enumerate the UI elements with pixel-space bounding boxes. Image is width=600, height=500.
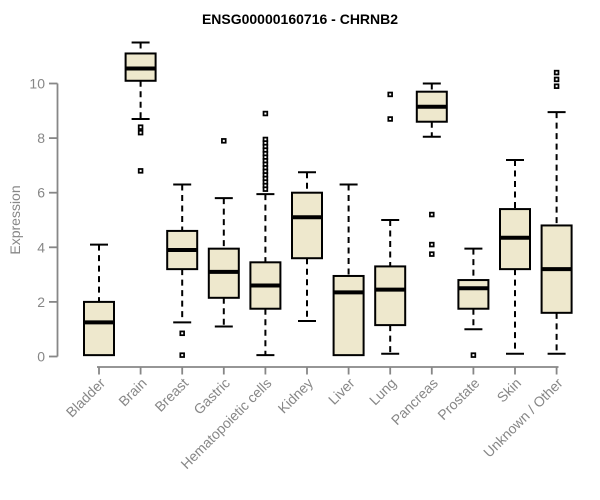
y-tick-label-0: 0 [37,349,45,365]
x-tick-label-unknown-other: Unknown / Other [480,375,566,461]
boxplot-prostate [457,247,490,358]
boxplot-kidney [291,171,323,323]
boxplot-skin [499,158,531,355]
outlier-point-center [264,145,267,148]
y-tick-label-8: 8 [37,130,45,146]
outlier-point-center [555,85,558,88]
box [291,191,323,260]
boxplot-breast [166,183,199,358]
x-tick-label-bladder: Bladder [63,375,109,421]
boxplot-unknown-other [540,69,573,355]
outlier-point-center [139,126,142,129]
box [83,300,115,357]
outlier-point-center [472,354,475,357]
y-tick-label-10: 10 [29,76,45,92]
x-tick-label-skin: Skin [494,375,525,406]
outlier-point-center [181,332,184,335]
box [374,265,407,327]
boxplot-gastric [207,138,240,328]
y-tick-label-2: 2 [37,294,45,310]
outlier-point-center [430,213,433,216]
boxplot-hematopoietic-cells [249,110,282,357]
outlier-point-center [264,138,267,141]
outlier-point-center [139,131,142,134]
outlier-point-center [389,93,392,96]
outlier-point-center [264,166,267,169]
outlier-point-center [264,159,267,162]
outlier-point-center [264,181,267,184]
outlier-point-center [264,170,267,173]
outlier-point-center [555,71,558,74]
boxplot-lung [374,91,407,355]
y-tick-label-4: 4 [37,239,45,255]
boxes-group [83,41,573,358]
boxplot-bladder [83,243,115,357]
outlier-point-center [264,177,267,180]
y-axis-title: Expression [7,185,23,254]
outlier-point-center [389,117,392,120]
outlier-point-center [139,169,142,172]
x-tick-label-liver: Liver [325,375,358,408]
outlier-point-center [264,149,267,152]
outlier-point-center [264,184,267,187]
boxplot-liver [332,183,365,357]
boxplot-brain [124,41,157,174]
outlier-point-center [264,163,267,166]
outlier-point-center [430,253,433,256]
x-tick-label-breast: Breast [151,375,191,415]
outlier-point-center [264,112,267,115]
y-tick-label-6: 6 [37,185,45,201]
x-tick-label-kidney: Kidney [275,375,317,417]
box [332,274,365,357]
outlier-point-center [430,243,433,246]
outlier-point-center [555,78,558,81]
outlier-point-center [264,152,267,155]
outlier-point-center [264,173,267,176]
outlier-point-center [264,188,267,191]
outlier-point-center [222,139,225,142]
outlier-point-center [181,354,184,357]
outlier-point-center [264,156,267,159]
x-tick-label-lung: Lung [366,375,399,408]
x-tick-label-prostate: Prostate [434,375,482,423]
boxplot-pancreas [415,82,448,257]
x-tick-label-brain: Brain [115,375,149,409]
chart-title: ENSG00000160716 - CHRNB2 [202,11,398,27]
box [457,279,490,310]
outlier-point-center [264,142,267,145]
